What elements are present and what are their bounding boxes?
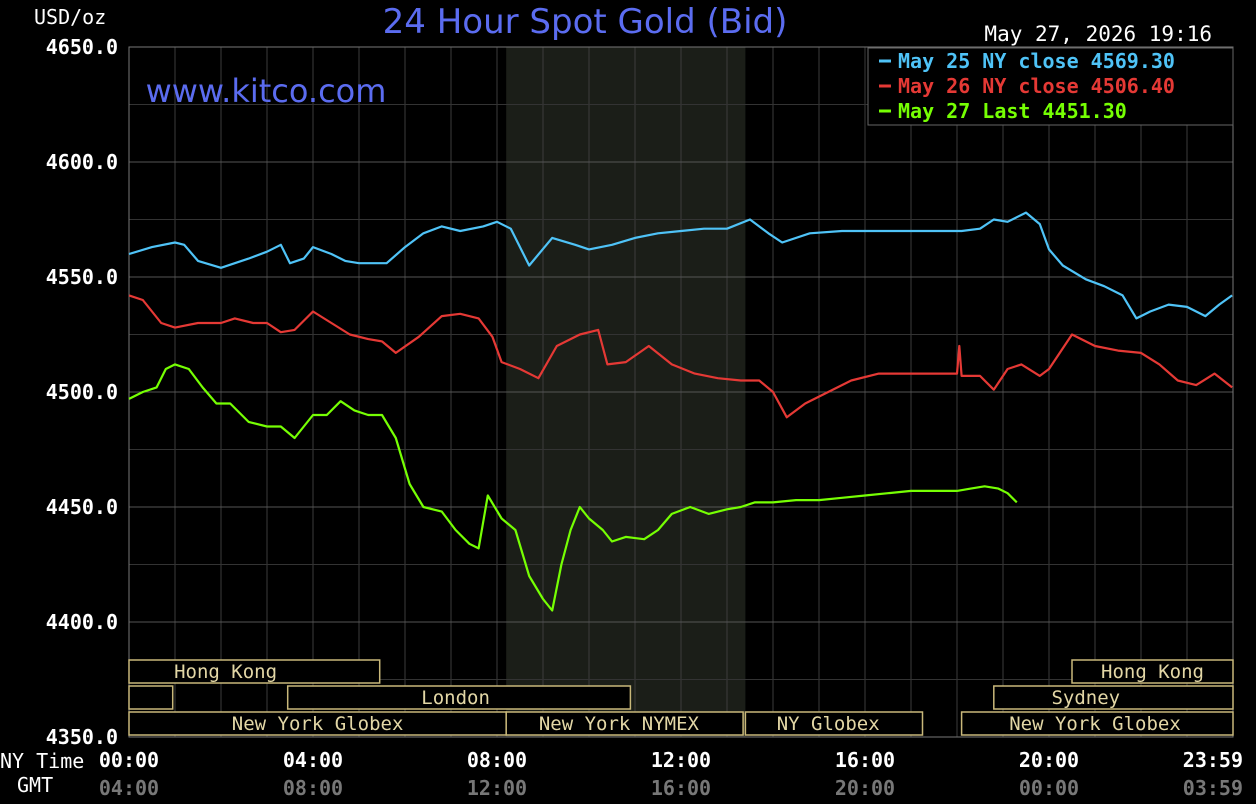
y-tick-label: 4350.0 (46, 725, 118, 749)
x-tick-label-ny: 23:59 (1183, 748, 1243, 772)
plot-frame (128, 46, 1234, 738)
session-label: New York Globex (232, 713, 404, 735)
session-bar (128, 685, 174, 710)
legend-entry: May 25 NY close 4569.30 (898, 49, 1175, 73)
session-bar (1071, 659, 1234, 684)
y-tick-label: 4400.0 (46, 610, 118, 634)
chart-grid (128, 46, 1234, 738)
x-tick-label-gmt: 00:00 (1019, 776, 1079, 800)
x-tick-label-gmt: 08:00 (283, 776, 343, 800)
x-tick-label-gmt: 12:00 (467, 776, 527, 800)
legend-box (867, 47, 1234, 126)
x-row-label-gmt: GMT (17, 773, 53, 797)
watermark-link: www.kitco.com (146, 72, 387, 110)
chart-title: 24 Hour Spot Gold (Bid) (383, 2, 788, 42)
x-tick-label-ny: 16:00 (835, 748, 895, 772)
session-bar (128, 659, 381, 684)
timestamp: May 27, 2026 19:16 (984, 22, 1212, 46)
session-label: NY Globex (777, 713, 880, 735)
session-bar (993, 685, 1234, 710)
x-tick-label-gmt: 03:59 (1183, 776, 1243, 800)
x-tick-label-ny: 20:00 (1019, 748, 1079, 772)
price-series (128, 211, 1233, 612)
y-tick-label: 4650.0 (46, 35, 118, 59)
x-tick-label-gmt: 20:00 (835, 776, 895, 800)
session-bar (960, 711, 1234, 736)
session-label: London (421, 687, 490, 709)
legend-entry: May 26 NY close 4506.40 (898, 74, 1175, 98)
chart-axes: 4650.0 4600.0 4550.0 4500.0 4450.0 4400.0 4350… (46, 35, 1243, 800)
x-tick-label-gmt: 04:00 (99, 776, 159, 800)
session-label: Sydney (1051, 687, 1120, 709)
session-bar (505, 711, 744, 736)
session-label: Hong Kong (174, 661, 277, 683)
series-line-3 (128, 363, 1018, 612)
session-bar (286, 685, 632, 710)
session-bar (744, 711, 924, 736)
x-tick-label-ny: 12:00 (651, 748, 711, 772)
y-axis-unit-label: USD/oz (34, 5, 106, 29)
market-session-bars: Hong Kong Hong Kong London Sydney New York G… (128, 659, 1234, 736)
x-row-label-ny-time: NY Time (0, 749, 84, 773)
session-label: New York NYMEX (539, 713, 700, 735)
session-label: New York Globex (1009, 713, 1181, 735)
y-tick-label: 4600.0 (46, 150, 118, 174)
session-label: Hong Kong (1101, 661, 1204, 683)
series-line-2 (128, 294, 1233, 419)
legend-entry: May 27 Last 4451.30 (898, 99, 1127, 123)
x-tick-label-ny: 00:00 (99, 748, 159, 772)
y-tick-label: 4500.0 (46, 380, 118, 404)
x-tick-label-ny: 04:00 (283, 748, 343, 772)
y-tick-label: 4450.0 (46, 495, 118, 519)
x-tick-label-gmt: 16:00 (651, 776, 711, 800)
x-tick-label-ny: 08:00 (467, 748, 527, 772)
y-tick-label: 4550.0 (46, 265, 118, 289)
series-line-1 (128, 211, 1233, 320)
